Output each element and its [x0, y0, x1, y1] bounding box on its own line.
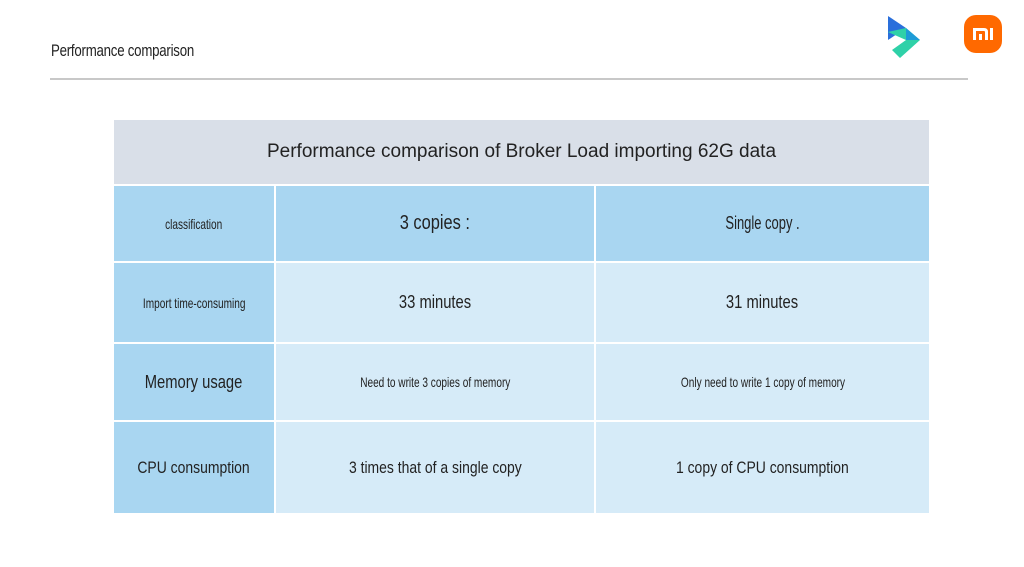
performance-table: Performance comparison of Broker Load im…	[114, 120, 929, 513]
table-cell: 1 copy of CPU consumption	[596, 422, 929, 513]
table-title: Performance comparison of Broker Load im…	[114, 120, 929, 184]
table-row: Import time-consuming 33 minutes 31 minu…	[114, 263, 929, 342]
table-row: Memory usage Need to write 3 copies of m…	[114, 344, 929, 420]
table-header-row: classification 3 copies : Single copy .	[114, 186, 929, 261]
table-cell: 31 minutes	[596, 263, 929, 342]
xiaomi-logo-icon	[964, 15, 1002, 53]
table-cell: Only need to write 1 copy of memory	[596, 344, 929, 420]
header-cell: 3 copies :	[276, 186, 594, 261]
header-cell: classification	[114, 186, 274, 261]
table-cell: Need to write 3 copies of memory	[276, 344, 594, 420]
row-label-cell: Import time-consuming	[114, 263, 274, 342]
doris-logo-icon	[888, 16, 920, 58]
row-label-cell: CPU consumption	[114, 422, 274, 513]
row-label-cell: Memory usage	[114, 344, 274, 420]
slide-title: Performance comparison	[51, 41, 194, 60]
table-cell: 33 minutes	[276, 263, 594, 342]
title-divider	[50, 78, 968, 80]
table-row: CPU consumption 3 times that of a single…	[114, 422, 929, 513]
header-cell: Single copy .	[596, 186, 929, 261]
table-cell: 3 times that of a single copy	[276, 422, 594, 513]
